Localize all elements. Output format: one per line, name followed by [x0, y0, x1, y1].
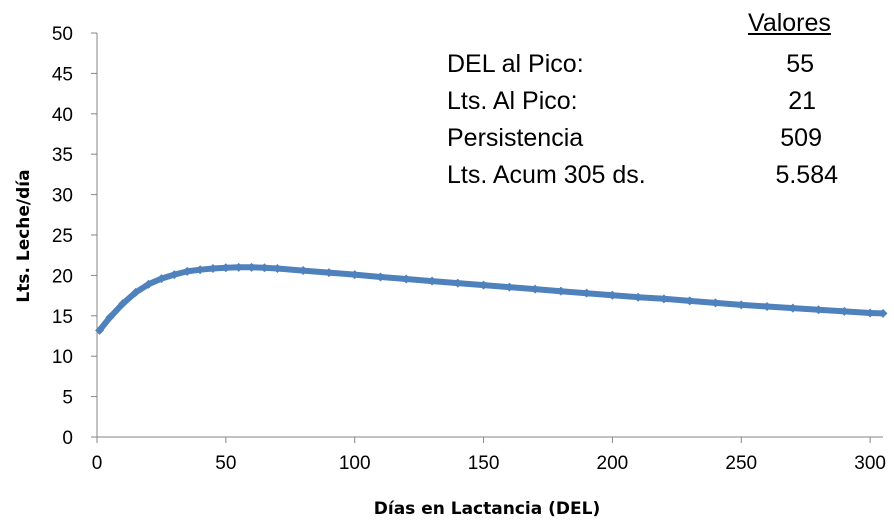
x-tick-label: 150: [468, 453, 500, 474]
data-point: [530, 284, 540, 294]
y-tick-label: 20: [52, 266, 73, 287]
data-point: [710, 298, 720, 308]
summary-value-accum-305: 5.584: [775, 161, 838, 189]
data-point: [350, 270, 360, 280]
summary-value-persistence: 509: [780, 124, 822, 152]
summary-heading: Valores: [748, 9, 831, 37]
y-axis: 0 5 10 15 20 25 30 35 40 45 50: [52, 24, 98, 449]
data-point: [131, 287, 141, 297]
x-tick-label: 250: [725, 453, 757, 474]
data-point: [247, 262, 257, 272]
data-point: [156, 274, 166, 284]
y-tick-label: 50: [52, 24, 73, 45]
y-tick-label: 35: [52, 145, 73, 166]
data-point: [865, 308, 875, 318]
summary-label-persistence: Persistencia: [447, 124, 584, 152]
summary-label-peak-day: DEL al Pico:: [447, 50, 584, 78]
y-tick-label: 25: [52, 226, 73, 247]
data-point: [298, 266, 308, 276]
data-point: [375, 272, 385, 282]
summary-value-peak-liters: 21: [788, 87, 816, 115]
data-point: [427, 276, 437, 286]
data-point: [105, 312, 115, 322]
data-point: [556, 286, 566, 296]
data-point: [401, 274, 411, 284]
data-point: [479, 280, 489, 290]
data-point: [195, 265, 205, 275]
data-point: [234, 262, 244, 272]
y-tick-label: 5: [62, 388, 73, 409]
y-tick-label: 45: [52, 64, 73, 85]
data-point: [95, 325, 105, 335]
summary-label-peak-liters: Lts. Al Pico:: [447, 87, 578, 115]
data-point: [169, 270, 179, 280]
x-tick-label: 200: [597, 453, 629, 474]
y-tick-label: 0: [62, 428, 73, 449]
summary-label-accum-305: Lts. Acum 305 ds.: [447, 161, 646, 189]
data-point: [272, 264, 282, 274]
data-point: [208, 264, 218, 274]
data-point: [788, 303, 798, 313]
data-point: [762, 302, 772, 312]
y-tick-label: 15: [52, 307, 73, 328]
data-point: [260, 263, 270, 273]
data-point: [453, 278, 463, 288]
data-point: [659, 294, 669, 304]
data-point: [118, 299, 128, 309]
data-point: [144, 279, 154, 289]
data-point: [736, 300, 746, 310]
x-tick-label: 0: [92, 453, 103, 474]
data-point: [633, 292, 643, 302]
y-tick-label: 40: [52, 105, 73, 126]
data-point: [685, 296, 695, 306]
x-tick-label: 100: [339, 453, 371, 474]
data-point: [182, 266, 192, 276]
data-point: [504, 282, 514, 292]
data-point: [839, 306, 849, 316]
data-point: [607, 290, 617, 300]
series-line: [96, 264, 886, 334]
series-layer: [95, 262, 888, 335]
x-tick-label: 300: [854, 453, 886, 474]
summary-value-peak-day: 55: [786, 50, 814, 78]
data-point: [582, 288, 592, 298]
x-axis: 0 50 100 150 200 250 300: [92, 436, 886, 474]
y-axis-title: Lts. Leche/día: [14, 169, 34, 302]
x-tick-label: 50: [215, 453, 236, 474]
data-point: [324, 268, 334, 278]
data-point: [814, 305, 824, 315]
x-axis-title: Días en Lactancia (DEL): [374, 499, 600, 519]
y-tick-label: 30: [52, 186, 73, 207]
y-tick-label: 10: [52, 347, 73, 368]
data-point: [878, 308, 888, 318]
data-point: [221, 263, 231, 273]
